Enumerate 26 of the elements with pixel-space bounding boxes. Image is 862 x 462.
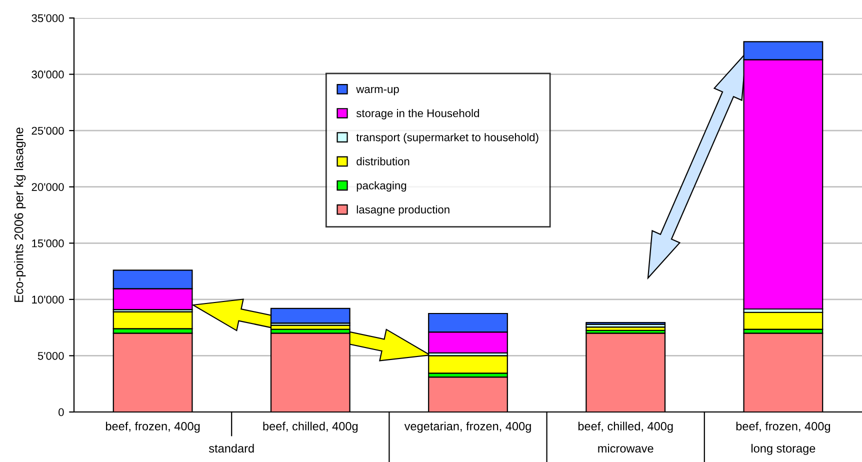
bar [743, 312, 824, 330]
y-tick-label: 20'000 [32, 183, 64, 191]
y-tick-label: 15'000 [32, 239, 64, 248]
legend-label: packaging [356, 181, 406, 192]
y-tick-label: 25'000 [32, 126, 64, 135]
text: microwave [598, 444, 654, 453]
legend-label: lasagne production [356, 205, 450, 216]
x-tick-label: beef, frozen, 400g [736, 422, 830, 433]
legend-label: storage in the Household [356, 109, 479, 120]
y-axis-title: Eco-points 2006 per kg lasagne [14, 128, 26, 302]
text: long storage [752, 444, 816, 455]
x-tick-label: beef, chilled, 400g [578, 422, 673, 433]
y-tick-label: 35'000 [32, 14, 64, 22]
bar [270, 308, 350, 324]
y-tick-label: 5'000 [38, 352, 64, 360]
y-tick-label: 30'000 [32, 70, 64, 78]
legend-label: transport (supermarket to household) [356, 133, 538, 144]
bar [428, 355, 508, 374]
x-tick-label: vegetarian, frozen, 400g [404, 422, 531, 433]
y-tick-label: 0 [58, 408, 64, 416]
x-tick-label: beef, chilled, 400g [263, 422, 358, 433]
text: standard [208, 444, 254, 453]
legend-label: distribution [356, 157, 410, 166]
x-tick-label: beef, frozen, 400g [106, 422, 200, 433]
y-tick-label: 10'000 [32, 296, 64, 304]
legend-label: warm-up [356, 87, 399, 96]
